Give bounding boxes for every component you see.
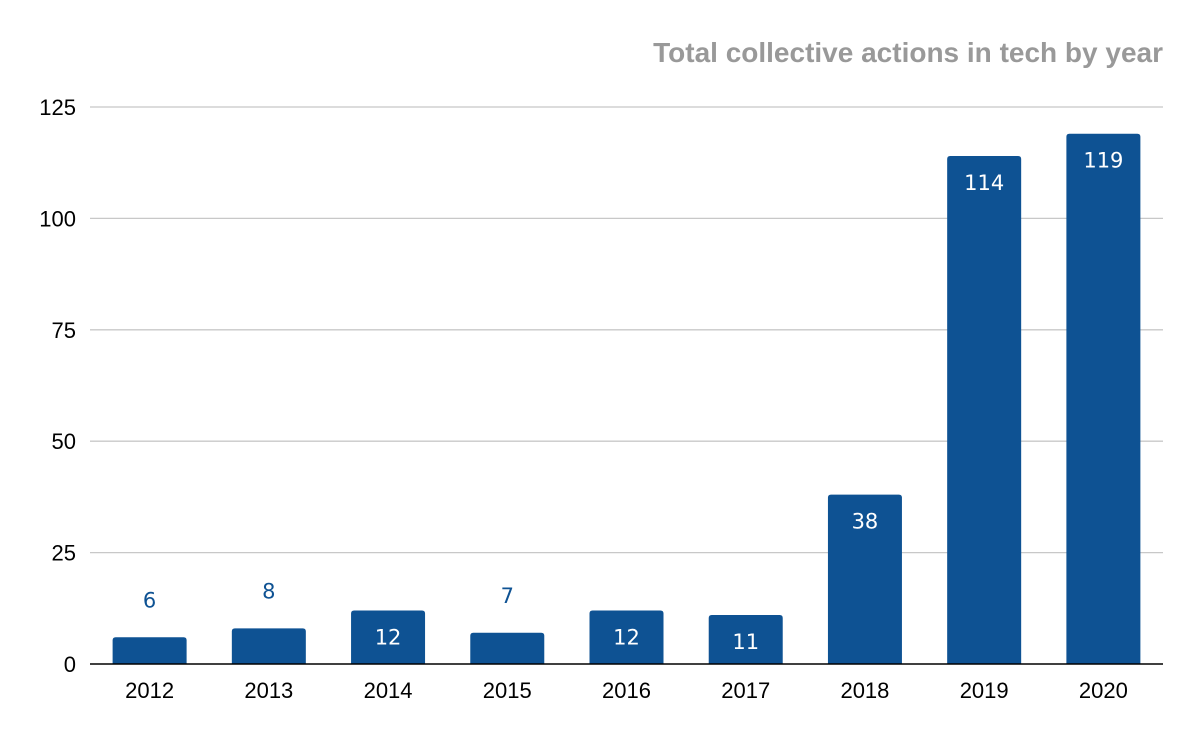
chart-title: Total collective actions in tech by year <box>653 37 1163 68</box>
y-tick-label: 50 <box>52 429 76 454</box>
bar-2013 <box>231 628 306 664</box>
bar-2018 <box>827 494 902 664</box>
y-axis-ticks: 0 25 50 75 100 125 <box>39 95 76 677</box>
bar-2014 <box>351 610 426 664</box>
data-label-2012: 6 <box>143 588 156 612</box>
bars <box>112 133 1141 665</box>
x-tick-label: 2020 <box>1079 678 1128 703</box>
data-label-2017: 11 <box>732 630 759 654</box>
data-label-2019: 114 <box>964 171 1004 195</box>
y-tick-label: 100 <box>39 206 76 231</box>
bar-2017 <box>708 614 783 664</box>
data-labels: 6 8 12 7 12 11 38 114 119 <box>143 149 1124 654</box>
x-tick-label: 2014 <box>364 678 413 703</box>
bar-2019 <box>947 156 1022 665</box>
x-tick-label: 2017 <box>721 678 770 703</box>
data-label-2020: 119 <box>1083 149 1123 173</box>
x-tick-label: 2013 <box>244 678 293 703</box>
y-tick-label: 125 <box>39 95 76 120</box>
data-label-2014: 12 <box>375 626 402 650</box>
data-label-2015: 7 <box>501 584 514 608</box>
x-axis-ticks: 2012 2013 2014 2015 2016 2017 2018 2019 2020 <box>125 678 1128 703</box>
x-tick-label: 2016 <box>602 678 651 703</box>
y-tick-label: 25 <box>52 541 76 566</box>
bar-2016 <box>589 610 664 664</box>
x-tick-label: 2018 <box>840 678 889 703</box>
bar-2020 <box>1066 133 1141 665</box>
x-tick-label: 2019 <box>960 678 1009 703</box>
y-tick-label: 0 <box>64 652 76 677</box>
bar-2012 <box>112 637 187 664</box>
data-label-2016: 12 <box>613 626 640 650</box>
data-label-2013: 8 <box>262 579 275 603</box>
data-label-2018: 38 <box>852 510 879 534</box>
x-tick-label: 2015 <box>483 678 532 703</box>
x-tick-label: 2012 <box>125 678 174 703</box>
y-tick-label: 75 <box>52 318 76 343</box>
bar-2015 <box>470 632 545 664</box>
